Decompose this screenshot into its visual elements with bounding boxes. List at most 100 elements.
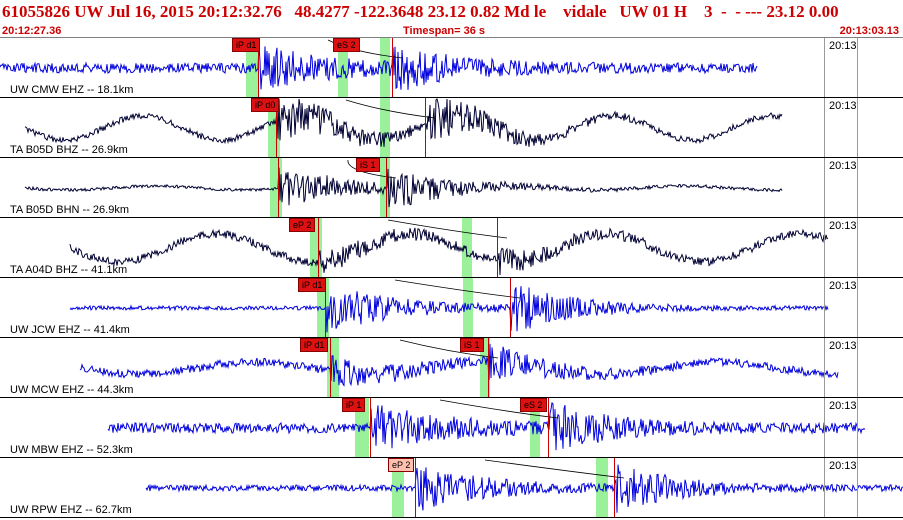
phase-window-band — [355, 398, 369, 457]
trace-panel[interactable]: eP 2 20:13 UW RPW EHZ -- 62.7km — [0, 458, 903, 518]
trace-panel[interactable]: iP d1 eS 2 20:13 UW CMW EHZ -- 18.1km — [0, 38, 903, 98]
panel-time-label: 20:13 — [829, 160, 857, 172]
time-divider — [824, 338, 825, 397]
pick-marker-line[interactable] — [497, 218, 498, 277]
waveform-trace — [0, 39, 758, 90]
trace-panel[interactable]: iP d0 20:13 TA B05D BHZ -- 26.9km — [0, 98, 903, 158]
pick-marker-line[interactable] — [488, 338, 489, 397]
pick-marker-line[interactable] — [258, 38, 259, 97]
time-divider — [857, 218, 858, 277]
phase-pick-label[interactable]: iS 1 — [356, 158, 380, 172]
phase-window-band — [480, 338, 490, 397]
time-divider — [857, 98, 858, 157]
phase-window-band — [380, 38, 390, 97]
pick-marker-line[interactable] — [325, 278, 326, 337]
event-title: 61055826 UW Jul 16, 2015 20:12:32.76 48.… — [2, 2, 839, 21]
pick-marker-line[interactable] — [276, 98, 277, 157]
travel-time-curve — [345, 99, 436, 119]
travel-time-curve — [394, 279, 521, 299]
waveform-trace — [24, 98, 783, 147]
trace-panel[interactable]: iP d1 iS 1 20:13 UW MCW EHZ -- 44.3km — [0, 338, 903, 398]
time-divider — [857, 338, 858, 397]
waveform-trace — [145, 459, 903, 513]
trace-panel[interactable]: iS 1 20:13 TA B05D BHN -- 26.9km — [0, 158, 903, 218]
phase-window-band — [463, 278, 473, 337]
pick-marker-line[interactable] — [415, 458, 416, 517]
pick-marker-line[interactable] — [425, 98, 426, 157]
waveform-trace — [24, 159, 783, 208]
time-divider — [857, 398, 858, 457]
panel-time-label: 20:13 — [829, 280, 857, 292]
pick-marker-line[interactable] — [510, 278, 511, 337]
phase-window-band — [462, 218, 472, 277]
phase-window-band — [246, 38, 258, 97]
panel-time-label: 20:13 — [829, 340, 857, 352]
phase-window-band — [530, 398, 540, 457]
waveform-trace — [107, 399, 866, 451]
end-time: 20:13:03.13 — [839, 25, 899, 37]
phase-pick-label[interactable]: eS 2 — [333, 38, 360, 52]
trace-panel[interactable]: eP 2 20:13 TA A04D BHZ -- 41.1km — [0, 218, 903, 278]
travel-time-curve — [484, 459, 625, 479]
time-divider — [857, 458, 858, 517]
pick-marker-line[interactable] — [370, 398, 371, 457]
phase-pick-label[interactable]: iP 1 — [342, 398, 366, 412]
waveform-path — [69, 227, 829, 276]
trace-panel[interactable]: iP 1 eS 2 20:13 UW MBW EHZ -- 52.3km — [0, 398, 903, 458]
phase-window-band — [596, 458, 608, 517]
time-divider — [824, 398, 825, 457]
waveform-path — [0, 44, 758, 90]
start-time: 20:12:27.36 — [2, 25, 62, 37]
phase-pick-label[interactable]: iS 1 — [460, 338, 484, 352]
phase-pick-label[interactable]: iP d0 — [251, 98, 280, 112]
waveform-path — [24, 167, 783, 208]
timespan-label: Timespan= 36 s — [403, 25, 486, 37]
waveform-path — [145, 464, 903, 513]
pick-marker-line[interactable] — [386, 158, 387, 217]
time-divider — [857, 38, 858, 97]
phase-pick-label[interactable]: iP d1 — [232, 38, 261, 52]
waveform-path — [107, 401, 866, 451]
panel-time-label: 20:13 — [829, 400, 857, 412]
station-channel-label: UW MBW EHZ -- 52.3km — [10, 444, 133, 456]
time-divider — [824, 98, 825, 157]
station-channel-label: UW JCW EHZ -- 41.4km — [10, 324, 130, 336]
pick-marker-line[interactable] — [318, 218, 319, 277]
time-divider — [824, 218, 825, 277]
pick-marker-line[interactable] — [330, 338, 331, 397]
pick-marker-line[interactable] — [392, 38, 393, 97]
phase-pick-label[interactable]: eP 2 — [289, 218, 316, 232]
station-channel-label: TA A04D BHZ -- 41.1km — [10, 264, 128, 276]
phase-window-band — [317, 278, 329, 337]
station-channel-label: UW CMW EHZ -- 18.1km — [10, 84, 134, 96]
phase-pick-label[interactable]: iP d1 — [300, 338, 329, 352]
station-channel-label: TA B05D BHN -- 26.9km — [10, 204, 129, 216]
time-divider — [824, 38, 825, 97]
panel-time-label: 20:13 — [829, 220, 857, 232]
waveform-path — [79, 343, 839, 387]
phase-window-band — [380, 98, 390, 157]
time-divider — [824, 158, 825, 217]
pick-marker-line[interactable] — [278, 158, 279, 217]
waveform-trace — [69, 219, 829, 276]
pick-marker-line[interactable] — [548, 398, 549, 457]
time-divider — [857, 278, 858, 337]
panel-time-label: 20:13 — [829, 40, 857, 52]
trace-panel[interactable]: iP d1 20:13 UW JCW EHZ -- 41.4km — [0, 278, 903, 338]
time-divider — [824, 278, 825, 337]
station-channel-label: TA B05D BHZ -- 26.9km — [10, 144, 128, 156]
time-divider — [824, 458, 825, 517]
seismogram-traces[interactable]: iP d1 eS 2 20:13 UW CMW EHZ -- 18.1km iP d0 2… — [0, 38, 903, 520]
phase-pick-label[interactable]: iP d1 — [298, 278, 327, 292]
panel-time-label: 20:13 — [829, 100, 857, 112]
header-bar: 61055826 UW Jul 16, 2015 20:12:32.76 48.… — [0, 0, 903, 38]
phase-pick-label[interactable]: eP 2 — [388, 458, 415, 472]
station-channel-label: UW RPW EHZ -- 62.7km — [10, 504, 132, 516]
waveform-trace — [69, 279, 829, 333]
travel-time-curve — [439, 399, 559, 419]
phase-pick-label[interactable]: eS 2 — [520, 398, 547, 412]
pick-marker-line[interactable] — [614, 458, 615, 517]
travel-time-curve — [387, 219, 508, 239]
waveform-path — [69, 286, 829, 333]
time-divider — [857, 158, 858, 217]
